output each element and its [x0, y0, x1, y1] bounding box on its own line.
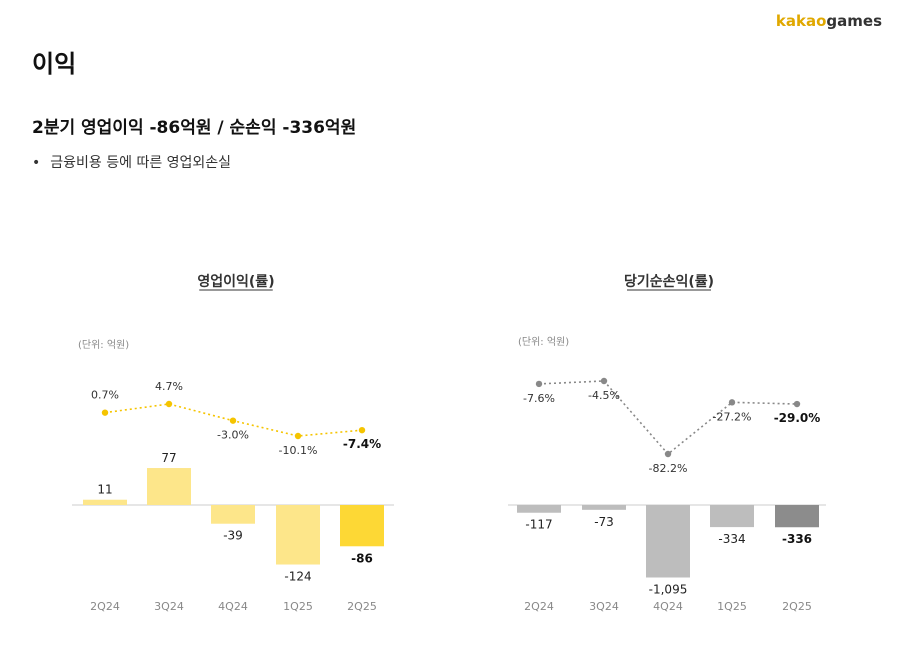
op-ratio-label-3q24: 4.7% — [155, 380, 183, 393]
net-bar-4q24 — [646, 505, 690, 578]
op-bar-2q24 — [83, 499, 127, 505]
net-bar-label-1q25: -334 — [718, 532, 745, 546]
net-ratio-label-4q24: -82.2% — [649, 462, 688, 475]
net-bar-3q24 — [582, 505, 626, 510]
op-bar-label-1q25: -124 — [284, 570, 311, 584]
op-ratio-point-4q24 — [229, 417, 237, 424]
bullet-text: 금융비용 등에 따른 영업외손실 — [50, 155, 232, 171]
op-bar-label-4q24: -39 — [223, 529, 243, 543]
brand-logo: kakaogames — [776, 12, 882, 30]
net-x-tick-3q24: 3Q24 — [589, 600, 619, 613]
op-x-tick-2q25: 2Q25 — [347, 600, 377, 613]
net-bar-label-4q24: -1,095 — [649, 582, 688, 596]
op-bar-label-3q24: 77 — [161, 451, 176, 465]
net-ratio-point-1q25 — [728, 399, 736, 406]
op-ratio-label-1q25: -10.1% — [279, 444, 318, 457]
net-chart-title: 당기순손익(률) — [624, 273, 714, 290]
net-ratio-point-3q24 — [600, 377, 608, 385]
net-ratio-label-2q25: -29.0% — [774, 411, 821, 425]
op-bar-label-2q24: 11 — [97, 483, 112, 497]
op-bar-4q24 — [211, 505, 255, 524]
op-x-tick-4q24: 4Q24 — [218, 600, 248, 613]
brand-logo-part2: games — [826, 12, 882, 30]
bullet-item: • 금융비용 등에 따른 영업외손실 — [32, 152, 231, 172]
net-x-tick-2q25: 2Q25 — [782, 600, 812, 613]
op-unit-label: (단위: 억원) — [78, 338, 129, 351]
net-bar-label-2q25: -336 — [782, 532, 812, 546]
op-x-tick-1q25: 1Q25 — [283, 600, 313, 613]
net-bar-label-2q24: -117 — [525, 518, 552, 532]
page-subtitle: 2분기 영업이익 -86억원 / 순손익 -336억원 — [32, 118, 357, 138]
net-ratio-label-3q24: -4.5% — [588, 389, 620, 402]
net-ratio-label-2q24: -7.6% — [523, 392, 555, 405]
op-ratio-point-2q25 — [358, 426, 366, 434]
bullet-dot-icon: • — [32, 155, 41, 171]
net-ratio-label-1q25: -27.2% — [713, 410, 752, 423]
net-x-tick-4q24: 4Q24 — [653, 600, 683, 613]
net-bar-1q25 — [710, 505, 754, 528]
op-ratio-point-2q24 — [101, 409, 109, 416]
net-x-tick-2q24: 2Q24 — [524, 600, 554, 613]
net-ratio-point-2q25 — [793, 400, 801, 408]
net-unit-label: (단위: 억원) — [518, 335, 569, 348]
net-bar-2q24 — [517, 505, 561, 513]
brand-logo-part1: kakao — [775, 12, 827, 30]
net-x-tick-1q25: 1Q25 — [717, 600, 747, 613]
page-title: 이익 — [32, 50, 77, 78]
net-ratio-point-4q24 — [664, 450, 672, 458]
op-x-tick-2q24: 2Q24 — [90, 600, 120, 613]
op-bar-2q25 — [340, 505, 384, 547]
net-ratio-line — [538, 380, 798, 456]
op-ratio-point-3q24 — [165, 400, 173, 408]
op-ratio-point-1q25 — [294, 432, 302, 440]
op-ratio-label-2q24: 0.7% — [91, 389, 119, 402]
net-bar-2q25 — [775, 505, 819, 528]
op-ratio-label-4q24: -3.0% — [217, 429, 249, 442]
op-x-tick-3q24: 3Q24 — [154, 600, 184, 613]
op-chart-title: 영업이익(률) — [197, 273, 274, 290]
op-bar-3q24 — [147, 468, 191, 505]
op-ratio-label-2q25: -7.4% — [343, 437, 381, 451]
net-ratio-point-2q24 — [535, 380, 543, 388]
net-bar-label-3q24: -73 — [594, 515, 614, 529]
op-bar-label-2q25: -86 — [351, 551, 373, 565]
op-bar-1q25 — [276, 505, 320, 565]
